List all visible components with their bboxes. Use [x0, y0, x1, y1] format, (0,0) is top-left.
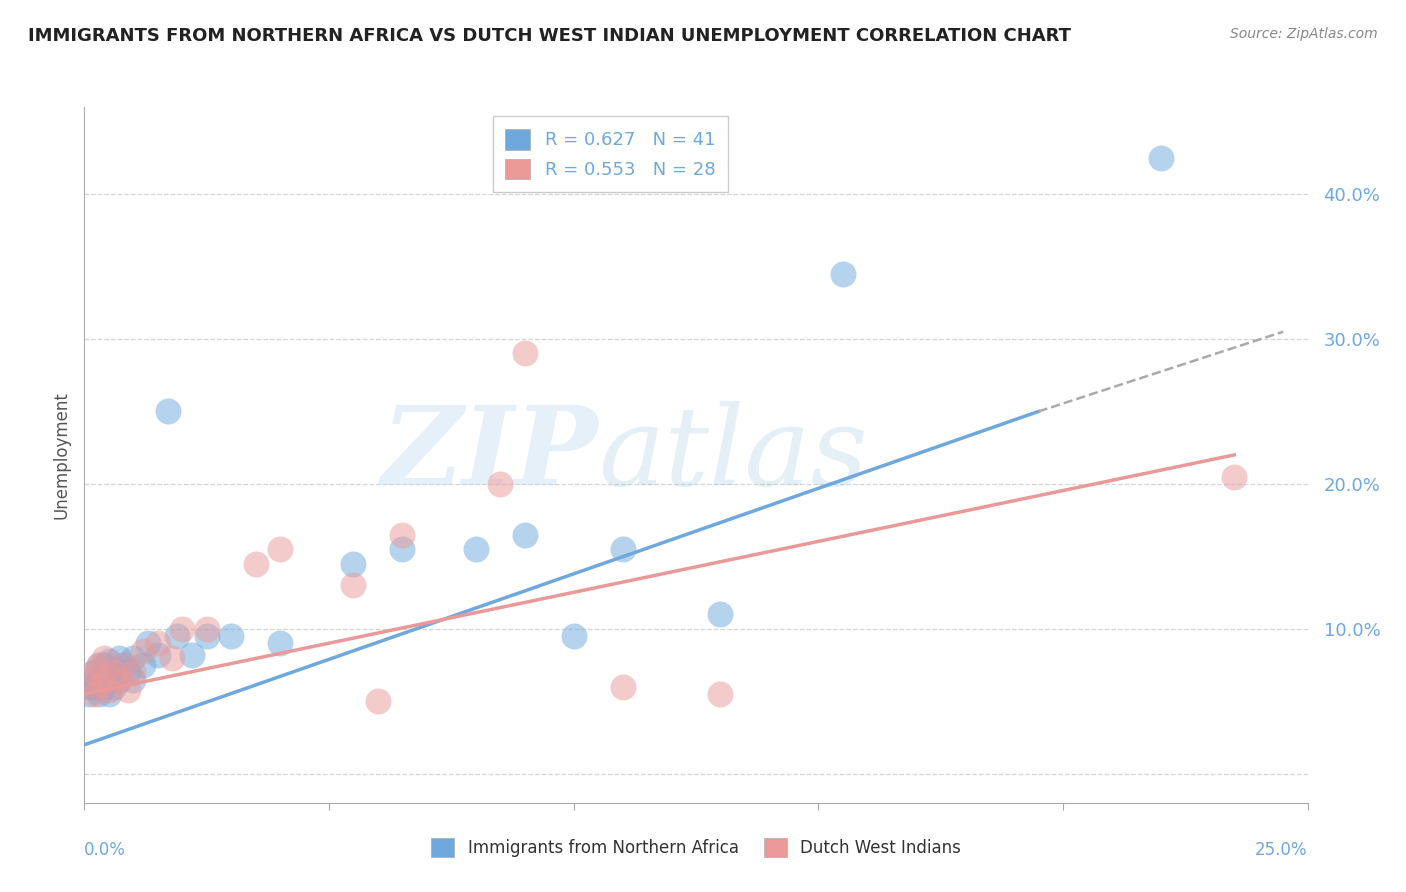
- Point: [83, 673, 105, 687]
- Y-axis label: Unemployment: Unemployment: [52, 391, 70, 519]
- Point: [172, 622, 194, 636]
- Point: [166, 629, 188, 643]
- Point: [107, 673, 129, 687]
- Point: [146, 648, 169, 662]
- Point: [831, 267, 853, 281]
- Point: [103, 668, 125, 682]
- Point: [391, 527, 413, 541]
- Point: [77, 687, 100, 701]
- Point: [87, 658, 110, 673]
- Point: [93, 680, 115, 694]
- Text: IMMIGRANTS FROM NORTHERN AFRICA VS DUTCH WEST INDIAN UNEMPLOYMENT CORRELATION CH: IMMIGRANTS FROM NORTHERN AFRICA VS DUTCH…: [28, 27, 1071, 45]
- Text: ZIP: ZIP: [381, 401, 598, 508]
- Text: 0.0%: 0.0%: [84, 841, 127, 859]
- Point: [269, 636, 291, 650]
- Point: [464, 542, 486, 557]
- Point: [489, 476, 512, 491]
- Point: [122, 651, 145, 665]
- Point: [97, 682, 120, 697]
- Point: [87, 658, 110, 673]
- Point: [87, 680, 110, 694]
- Point: [342, 578, 364, 592]
- Point: [709, 687, 731, 701]
- Point: [146, 636, 169, 650]
- Point: [117, 665, 139, 680]
- Point: [107, 673, 129, 687]
- Point: [83, 687, 105, 701]
- Point: [97, 673, 120, 687]
- Point: [245, 557, 267, 571]
- Point: [1223, 469, 1246, 483]
- Point: [513, 346, 536, 360]
- Point: [367, 694, 389, 708]
- Point: [162, 651, 184, 665]
- Point: [107, 651, 129, 665]
- Point: [93, 673, 115, 687]
- Point: [87, 680, 110, 694]
- Point: [122, 665, 145, 680]
- Point: [136, 636, 159, 650]
- Point: [391, 542, 413, 557]
- Point: [117, 682, 139, 697]
- Point: [562, 629, 585, 643]
- Point: [97, 654, 120, 668]
- Point: [87, 687, 110, 701]
- Point: [219, 629, 242, 643]
- Text: Source: ZipAtlas.com: Source: ZipAtlas.com: [1230, 27, 1378, 41]
- Point: [132, 658, 155, 673]
- Point: [181, 648, 204, 662]
- Point: [612, 680, 634, 694]
- Point: [97, 687, 120, 701]
- Legend: Immigrants from Northern Africa, Dutch West Indians: Immigrants from Northern Africa, Dutch W…: [425, 831, 967, 864]
- Point: [132, 643, 155, 657]
- Point: [195, 629, 218, 643]
- Point: [122, 673, 145, 687]
- Point: [612, 542, 634, 557]
- Point: [709, 607, 731, 622]
- Point: [83, 680, 105, 694]
- Point: [513, 527, 536, 541]
- Point: [93, 673, 115, 687]
- Point: [77, 673, 100, 687]
- Point: [83, 665, 105, 680]
- Point: [103, 665, 125, 680]
- Point: [1150, 151, 1173, 165]
- Point: [93, 658, 115, 673]
- Point: [195, 622, 218, 636]
- Text: 25.0%: 25.0%: [1256, 841, 1308, 859]
- Point: [83, 665, 105, 680]
- Point: [93, 651, 115, 665]
- Point: [103, 680, 125, 694]
- Point: [156, 404, 179, 418]
- Point: [342, 557, 364, 571]
- Text: atlas: atlas: [598, 401, 868, 508]
- Point: [77, 680, 100, 694]
- Point: [269, 542, 291, 557]
- Point: [112, 658, 135, 673]
- Point: [112, 658, 135, 673]
- Point: [87, 673, 110, 687]
